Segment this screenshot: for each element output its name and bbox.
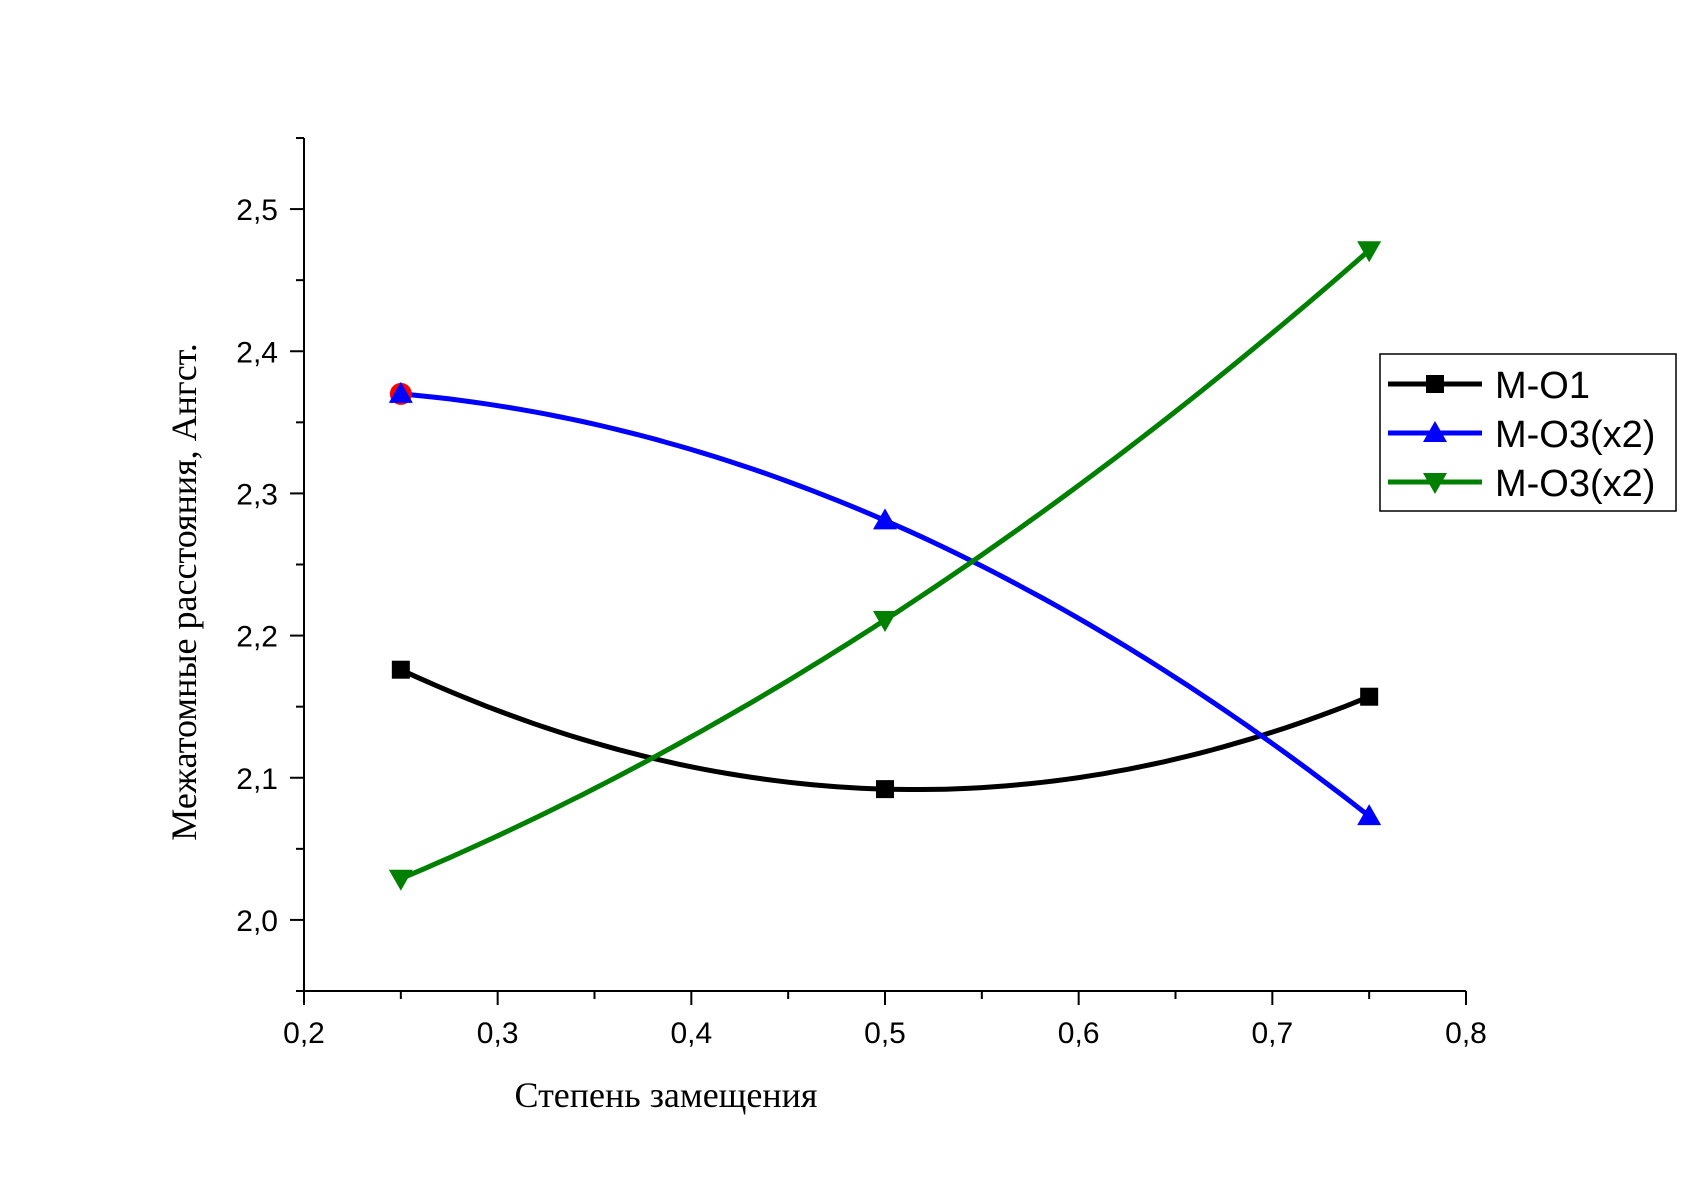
- y-tick-label: 2,5: [236, 194, 278, 227]
- x-tick-label: 0,5: [864, 1017, 906, 1050]
- axes: [303, 138, 1466, 992]
- x-tick-label: 0,8: [1445, 1017, 1487, 1050]
- x-tick-labels: 0,2 0,3 0,4 0,5 0,6 0,7 0,8: [283, 1017, 1487, 1050]
- y-tick-label: 2,3: [236, 478, 278, 511]
- legend: M-O1 M-O3(x2) M-O3(x2): [1379, 353, 1677, 512]
- data-point-series-2: [1357, 804, 1382, 826]
- data-point-series-1: [1360, 687, 1379, 706]
- legend-label: M-O3(x2): [1495, 463, 1655, 505]
- data-point-series-3: [873, 610, 897, 632]
- y-axis-title: Межатомные расстояния, Ангст.: [164, 343, 204, 840]
- x-tick-label: 0,7: [1251, 1017, 1293, 1050]
- legend-item: M-O3(x2): [1388, 463, 1655, 505]
- legend-marker: [1423, 421, 1447, 442]
- data-point-series-2: [873, 508, 897, 530]
- legend-item: M-O1: [1388, 365, 1590, 407]
- series-markers: [388, 241, 1382, 891]
- legend-label: M-O1: [1495, 365, 1590, 407]
- legend-marker: [1426, 375, 1444, 393]
- x-tick-label: 0,2: [283, 1017, 325, 1050]
- legend-marker: [1423, 473, 1447, 494]
- data-point-series-3: [1357, 241, 1382, 263]
- series-line-1: [399, 667, 1371, 792]
- tick-marks: [290, 137, 1467, 1005]
- x-tick-label: 0,4: [670, 1017, 712, 1050]
- y-tick-label: 2,4: [236, 336, 278, 369]
- y-tick-labels: 2,0 2,1 2,2 2,3 2,4 2,5: [236, 194, 278, 938]
- y-tick-label: 2,1: [236, 763, 278, 796]
- x-tick-label: 0,3: [477, 1017, 519, 1050]
- series-line-2: [400, 391, 1371, 819]
- data-point-series-1: [391, 660, 410, 679]
- data-point-series-3: [388, 869, 413, 891]
- legend-item: M-O3(x2): [1388, 414, 1655, 456]
- y-tick-label: 2,2: [236, 621, 278, 654]
- x-axis-title: Степень замещения: [515, 1075, 818, 1115]
- data-point-series-1: [876, 780, 894, 799]
- x-tick-label: 0,6: [1058, 1017, 1100, 1050]
- legend-label: M-O3(x2): [1495, 414, 1655, 456]
- y-tick-label: 2,0: [236, 905, 278, 938]
- data-point-series-2: [388, 381, 413, 403]
